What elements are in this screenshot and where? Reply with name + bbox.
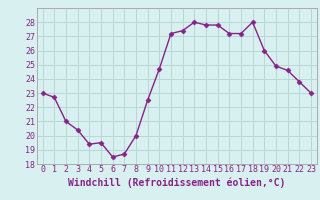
X-axis label: Windchill (Refroidissement éolien,°C): Windchill (Refroidissement éolien,°C) bbox=[68, 177, 285, 188]
